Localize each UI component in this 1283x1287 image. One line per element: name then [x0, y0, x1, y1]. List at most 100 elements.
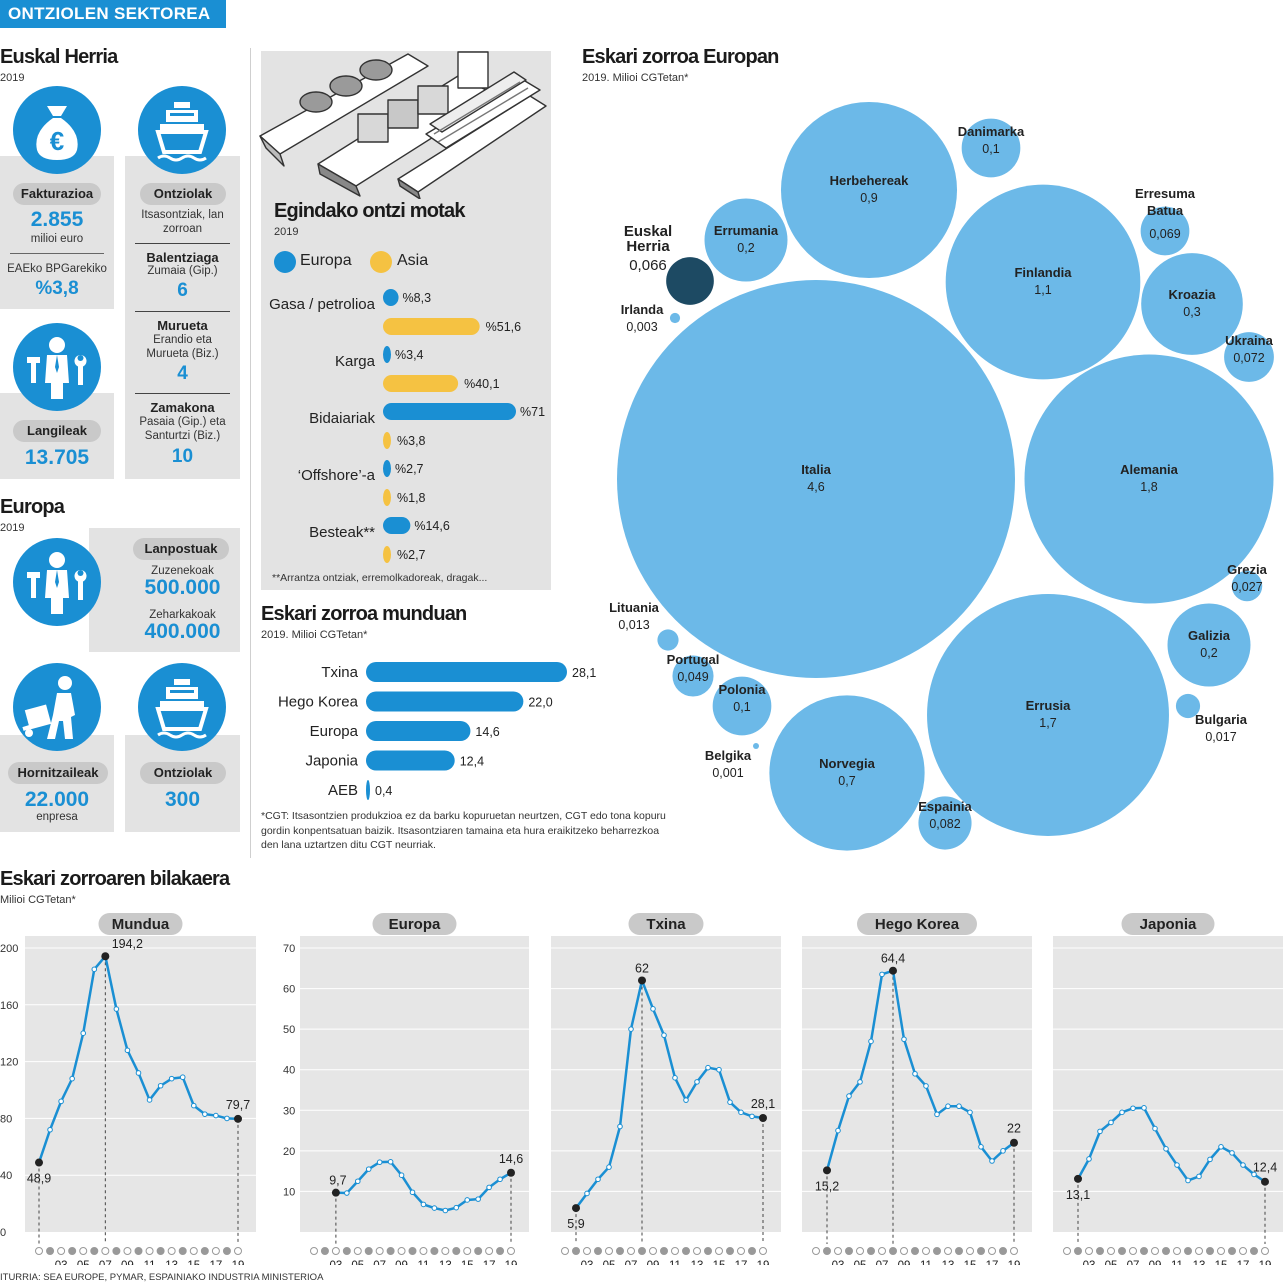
- x-dot: [572, 1247, 580, 1255]
- evo-key-point: [101, 952, 110, 961]
- evo-point: [1130, 1105, 1136, 1112]
- ship-type-label: Bidaiariak: [309, 410, 375, 427]
- x-dot: [200, 1247, 209, 1255]
- delivery-worker-icon: [13, 663, 101, 751]
- bubble-finlandia: [945, 184, 1141, 380]
- evo-point: [1000, 1148, 1006, 1154]
- evo-value-label: 14,6: [499, 1152, 523, 1166]
- bubble-herbehereak: [780, 101, 958, 279]
- evo-point: [398, 1172, 405, 1179]
- x-tick-label: 03: [581, 1260, 594, 1265]
- bubble-bulgaria: [1175, 693, 1201, 719]
- evo-point: [1185, 1177, 1191, 1184]
- y-tick-label: 200: [0, 943, 18, 955]
- legend-asia-swatch: [370, 251, 392, 273]
- x-dot: [386, 1247, 395, 1255]
- bubble-value: 0,7: [838, 774, 855, 788]
- evo-point: [69, 1075, 75, 1082]
- evo-point: [409, 1189, 416, 1196]
- hornitzaileak-value: 22.000: [24, 788, 90, 811]
- x-dot: [594, 1247, 602, 1255]
- shipyard-value: 6: [177, 280, 188, 301]
- evo-point: [202, 1111, 208, 1117]
- evo-point: [835, 1127, 841, 1134]
- evo-key-point: [823, 1166, 831, 1175]
- y-tick-label: 30: [283, 1105, 295, 1117]
- evo-point: [989, 1158, 995, 1164]
- ship-types-footnote: **Arrantza ontziak, erremolkadoreak, dra…: [272, 572, 488, 584]
- x-dot: [911, 1247, 919, 1255]
- world-bar: [366, 691, 524, 712]
- x-dot: [933, 1247, 941, 1255]
- x-dot: [101, 1247, 110, 1255]
- bar-europa: [383, 289, 399, 306]
- x-dot: [1261, 1247, 1269, 1255]
- world-bar-value: 0,4: [375, 784, 392, 798]
- evo-value-label: 9,7: [329, 1174, 346, 1188]
- evo-title-pill: [372, 913, 457, 935]
- panel-ontziolak: [125, 156, 240, 479]
- evo-point: [1196, 1173, 1202, 1180]
- divider: [135, 311, 230, 312]
- x-dot: [1129, 1247, 1137, 1255]
- world-bar: [366, 662, 567, 682]
- world-orders-sub: 2019. Milioi CGTetan*: [261, 629, 368, 641]
- bubble-value: 0,001: [712, 766, 743, 780]
- evo-point: [945, 1103, 951, 1110]
- evo-point: [80, 1030, 87, 1036]
- bubble-name: Espainia: [918, 799, 972, 814]
- x-dot: [616, 1247, 624, 1255]
- x-dot: [627, 1247, 635, 1255]
- evo-point: [224, 1115, 230, 1122]
- bubble-name: Lituania: [609, 600, 660, 615]
- y-tick-label: 10: [283, 1186, 295, 1198]
- evo-point: [1119, 1109, 1125, 1116]
- langileak-value: 13.705: [24, 446, 90, 469]
- x-tick-label: 19: [1259, 1260, 1272, 1265]
- evo-title-pill: [857, 913, 977, 935]
- bar-asia: [383, 546, 391, 563]
- x-tick-label: 03: [1083, 1260, 1096, 1265]
- x-tick-label: 13: [439, 1260, 452, 1265]
- fakturazioa-label: Fakturazioa: [13, 183, 101, 205]
- evo-point: [431, 1205, 438, 1211]
- hornitzaileak-label: Hornitzaileak: [8, 762, 108, 784]
- bubble-value: 0,082: [929, 817, 960, 831]
- x-tick-label: 11: [417, 1260, 429, 1265]
- world-orders-footnote: *CGT: Itsasontzien produkzioa ez da bark…: [261, 810, 666, 851]
- bubble-name: Grezia: [1227, 562, 1268, 577]
- bubble-value: 0,003: [626, 320, 657, 334]
- bubble-alemania: [1024, 354, 1274, 604]
- evo-point: [967, 1109, 973, 1116]
- bubble-name: Alemania: [1120, 462, 1179, 477]
- bubble-euskal-herria: [666, 257, 714, 305]
- evo-point: [420, 1201, 427, 1208]
- y-tick-label: 70: [283, 943, 295, 955]
- bubble-name: Irlanda: [621, 302, 664, 317]
- x-dot: [496, 1247, 505, 1255]
- evo-point: [344, 1190, 350, 1196]
- ontziolak-desc: Itsasontziak, lan zorroan: [141, 209, 224, 235]
- world-bar-label: Hego Korea: [278, 694, 359, 711]
- ship-type-label: Karga: [335, 353, 376, 370]
- evo-value-label: 22: [1007, 1122, 1021, 1136]
- x-tick-label: 05: [351, 1260, 364, 1265]
- evo-point: [912, 1070, 918, 1077]
- bubble-espainia: [918, 796, 972, 850]
- evo-point: [1141, 1105, 1147, 1111]
- bubble-value: 0,3: [1183, 305, 1200, 319]
- x-dot: [1173, 1247, 1181, 1255]
- evo-key-point: [638, 976, 646, 985]
- evolution-sub: Milioi CGTetan*: [0, 894, 76, 906]
- x-tick-label: 17: [986, 1260, 999, 1265]
- bubble-portugal: [672, 655, 714, 697]
- evo-point: [91, 966, 98, 973]
- x-dot: [649, 1247, 657, 1255]
- worker-icon: [13, 538, 101, 626]
- evo-key-point: [35, 1158, 43, 1167]
- shipyard-value: 10: [171, 446, 194, 467]
- shipyard-place: Erandio eta Murueta (Biz.): [146, 334, 219, 360]
- ship-type-label: Gasa / petrolioa: [269, 296, 376, 313]
- bar-europa: [383, 403, 516, 420]
- evo-point: [749, 1113, 755, 1120]
